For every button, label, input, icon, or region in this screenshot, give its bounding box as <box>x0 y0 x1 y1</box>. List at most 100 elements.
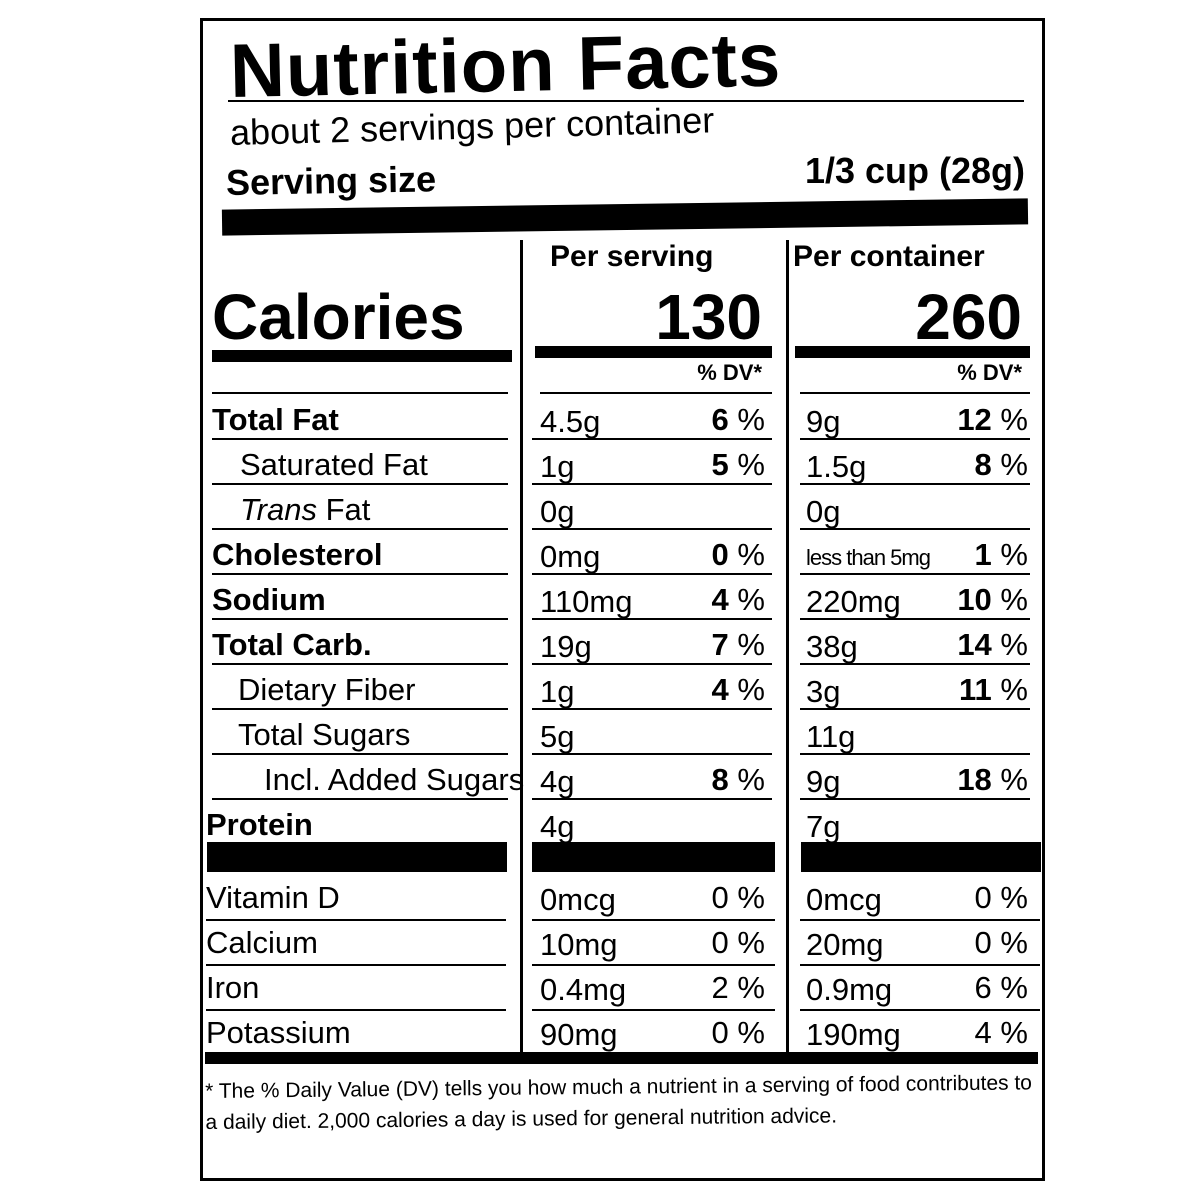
serving-dv: 4 % <box>711 672 765 707</box>
row-rule <box>800 392 1030 394</box>
serving-dv: 5 % <box>711 447 765 482</box>
row-rule <box>532 753 772 755</box>
row-rule <box>212 573 508 575</box>
container-dv: 0 % <box>974 880 1028 915</box>
serving-amount: 10mg <box>540 927 618 962</box>
row-rule <box>800 438 1030 440</box>
vitamin-bar-3 <box>801 842 1041 872</box>
serving-dv: 7 % <box>711 627 765 662</box>
calories-per-container: 260 <box>915 281 1022 353</box>
container-dv: 12 % <box>957 402 1028 437</box>
calories-label: Calories <box>212 281 465 353</box>
serving-dv: 6 % <box>711 402 765 437</box>
serving-amount: 0mg <box>540 539 601 574</box>
serving-amount: 0mcg <box>540 882 616 917</box>
vitamin-row: Potassium 90mg 190mg 0 % 4 % <box>0 1011 1200 1055</box>
calories-bar-3 <box>795 346 1030 358</box>
nutrient-row: Total Fat 4.5g 9g 6 % 12 % <box>0 398 1200 442</box>
container-amount: 0g <box>806 494 841 529</box>
row-rule <box>532 1009 775 1011</box>
row-rule <box>206 919 506 921</box>
vitamin-row: Iron 0.4mg 0.9mg 2 % 6 % <box>0 966 1200 1010</box>
title-divider <box>228 100 1024 102</box>
container-dv: 0 % <box>974 925 1028 960</box>
serving-amount: 0g <box>540 494 575 529</box>
container-dv: 6 % <box>974 970 1028 1005</box>
vitamin-name: Potassium <box>206 1015 351 1050</box>
vitamin-row: Calcium 10mg 20mg 0 % 0 % <box>0 921 1200 965</box>
serving-size-value: 1/3 cup (28g) <box>804 150 1025 191</box>
row-rule <box>212 483 508 485</box>
row-rule <box>212 663 508 665</box>
container-amount: 190mg <box>806 1017 901 1052</box>
calories-bar-2 <box>535 346 772 358</box>
serving-dv: 0 % <box>711 537 765 572</box>
nutrient-row: Cholesterol 0mg less than 5mg 0 % 1 % <box>0 533 1200 577</box>
row-rule <box>532 483 772 485</box>
row-rule <box>212 438 508 440</box>
nutrient-row: Dietary Fiber 1g 3g 4 % 11 % <box>0 668 1200 712</box>
nutrient-name: Dietary Fiber <box>238 672 416 707</box>
container-amount: 1.5g <box>806 449 867 484</box>
row-rule <box>540 392 772 394</box>
nutrient-name: Cholesterol <box>212 537 383 572</box>
row-rule <box>800 528 1030 530</box>
serving-dv: 0 % <box>711 880 765 915</box>
nutrient-row: Sodium 110mg 220mg 4 % 10 % <box>0 578 1200 622</box>
row-rule <box>212 708 508 710</box>
nutrient-row: Total Carb. 19g 38g 7 % 14 % <box>0 623 1200 667</box>
serving-dv: 0 % <box>711 925 765 960</box>
vitamin-bar-1 <box>207 842 507 872</box>
thick-divider-bottom <box>205 1052 1038 1064</box>
container-dv: 8 % <box>974 447 1028 482</box>
nutrient-row: Total Sugars 5g 11g <box>0 713 1200 757</box>
row-rule <box>212 753 508 755</box>
row-rule <box>532 573 772 575</box>
column-divider-2 <box>786 240 789 1058</box>
vitamin-row: Vitamin D 0mcg 0mcg 0 % 0 % <box>0 876 1200 920</box>
footnote: * The % Daily Value (DV) tells you how m… <box>205 1071 1033 1134</box>
row-rule <box>800 573 1030 575</box>
nutrient-name: Sodium <box>212 582 326 617</box>
serving-amount: 5g <box>540 719 575 754</box>
container-dv: 14 % <box>957 627 1028 662</box>
container-amount: 9g <box>806 764 841 799</box>
row-rule <box>532 798 772 800</box>
serving-amount: 1g <box>540 674 575 709</box>
vitamin-name: Calcium <box>206 925 318 960</box>
container-amount: 38g <box>806 629 858 664</box>
vitamin-bar-2 <box>532 842 775 872</box>
container-amount: 0.9mg <box>806 972 893 1007</box>
nutrient-row: Incl. Added Sugars 4g 9g 8 % 18 % <box>0 758 1200 802</box>
row-rule <box>800 663 1030 665</box>
serving-dv: 2 % <box>711 970 765 1005</box>
row-rule <box>212 618 508 620</box>
serving-amount: 0.4mg <box>540 972 627 1007</box>
nutrient-name: Total Carb. <box>212 627 372 662</box>
serving-amount: 19g <box>540 629 592 664</box>
row-rule <box>532 438 772 440</box>
row-rule <box>800 1009 1040 1011</box>
calories-bar-1 <box>212 350 512 362</box>
row-rule <box>532 708 772 710</box>
row-rule <box>532 618 772 620</box>
serving-dv: 0 % <box>711 1015 765 1050</box>
row-rule <box>532 663 772 665</box>
serving-dv: 4 % <box>711 582 765 617</box>
serving-amount: 4.5g <box>540 404 601 439</box>
container-amount: 3g <box>806 674 841 709</box>
serving-amount: 110mg <box>540 584 633 619</box>
container-dv: 10 % <box>957 582 1028 617</box>
nutrient-name: Protein <box>206 807 313 842</box>
container-amount: 220mg <box>806 584 901 619</box>
nutrient-row: Trans Fat 0g 0g <box>0 488 1200 532</box>
dv-header-serving: % DV* <box>697 360 762 385</box>
container-dv: 18 % <box>957 762 1028 797</box>
row-rule <box>800 708 1030 710</box>
per-serving-header: Per serving <box>550 240 714 273</box>
per-container-header: Per container <box>793 240 985 273</box>
nutrient-name: Incl. Added Sugars <box>264 762 525 797</box>
calories-per-serving: 130 <box>655 281 762 353</box>
nutrient-name: Saturated Fat <box>240 447 428 482</box>
serving-amount: 90mg <box>540 1017 618 1052</box>
